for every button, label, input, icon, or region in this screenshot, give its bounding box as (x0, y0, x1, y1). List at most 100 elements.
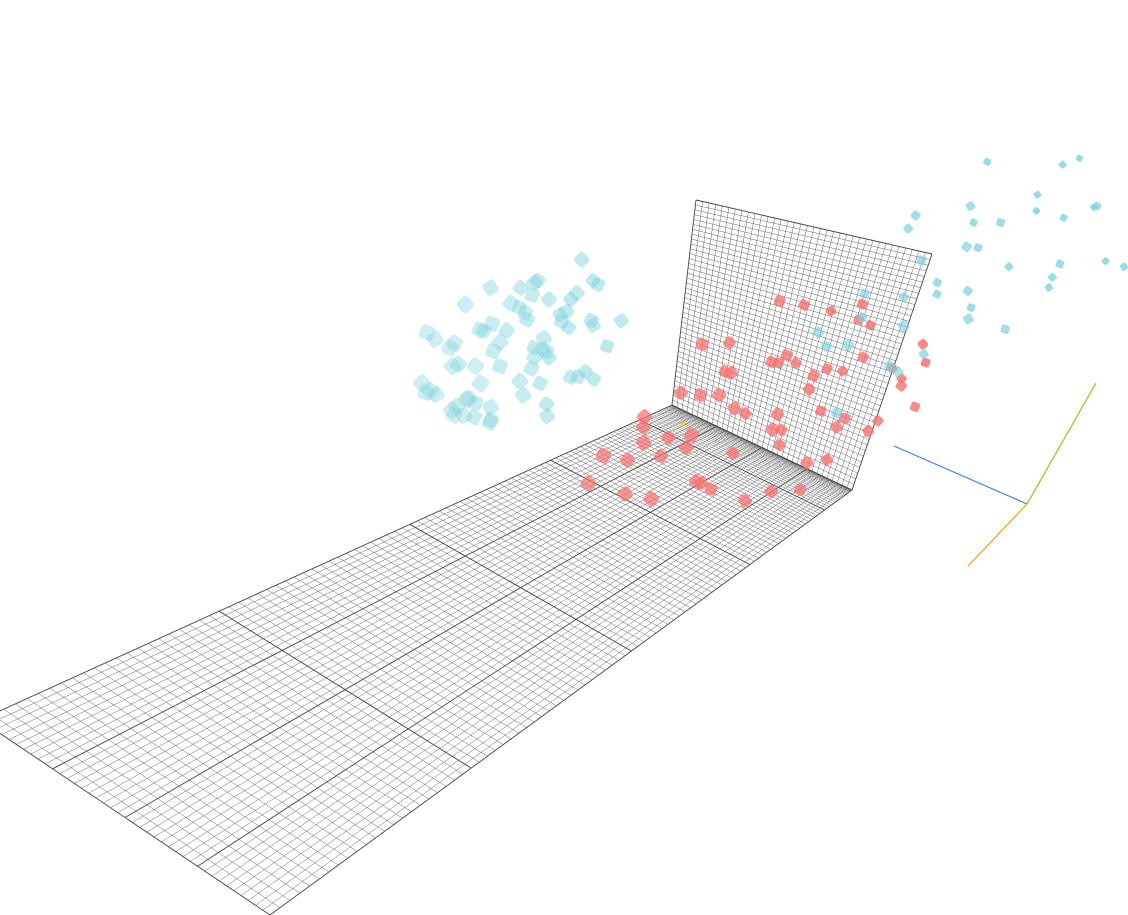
data-point-series-1 (773, 295, 786, 308)
data-point-series-2 (966, 303, 976, 312)
floor-grid-line (311, 568, 550, 712)
data-point-series-2 (563, 291, 579, 307)
data-point-series-2 (471, 374, 490, 392)
wall-grid-line (682, 312, 889, 384)
gizmo-x-axis (893, 445, 1028, 505)
axes-gizmo[interactable] (893, 382, 1097, 567)
floor-grid-line (124, 447, 763, 818)
data-point-series-1 (865, 319, 876, 331)
floor-grid-line (346, 553, 579, 691)
data-point-series-2 (482, 279, 499, 296)
wall-grid-line (683, 307, 891, 378)
floor-grid-line (146, 453, 776, 833)
floor-grid-line (539, 464, 742, 572)
floor-grid-line (492, 486, 702, 601)
data-point-series-2 (932, 277, 943, 288)
data-point-series-2 (515, 387, 532, 404)
data-point-series-2 (1092, 201, 1102, 211)
data-point-series-2 (996, 217, 1006, 228)
floor-grid-line (158, 638, 421, 806)
wall-grid-line (677, 355, 872, 435)
data-point-series-2 (891, 365, 904, 378)
data-point-series-1 (674, 385, 688, 400)
floor-grid-line (570, 450, 767, 553)
data-point-series-2 (449, 355, 467, 373)
floor-grid-line (257, 593, 504, 745)
floor-grid-line (52, 425, 718, 770)
data-point-series-2 (446, 334, 464, 352)
floor-grid-line (667, 406, 849, 494)
data-point-series-1 (661, 430, 676, 445)
floor-grid-line (247, 597, 496, 751)
data-point-series-1 (724, 365, 739, 380)
data-point-series-2 (443, 357, 462, 376)
floor-grid-line (505, 480, 712, 593)
floor-grid-line (560, 455, 759, 559)
data-point-series-2 (426, 330, 444, 348)
wall-grid-line (693, 224, 923, 283)
data-point-series-2 (969, 218, 978, 227)
data-point-series-1 (820, 453, 834, 466)
floor-grid-line (473, 495, 686, 613)
data-point-series-2 (856, 312, 868, 323)
data-point-series-2 (483, 315, 500, 332)
data-points (412, 154, 1128, 508)
floor-grid-line (30, 419, 704, 755)
floor-grid-line (499, 483, 707, 597)
floor-grid-line (284, 580, 527, 728)
floor-grid-line (190, 466, 803, 862)
data-point-series-1 (770, 407, 785, 422)
data-point-series-2 (1075, 154, 1084, 162)
floor-grid-line (627, 425, 815, 518)
floor-grid-line (479, 492, 691, 608)
data-point-series-1 (726, 446, 740, 460)
data-point-series-2 (1101, 257, 1110, 266)
data-point-series-2 (1004, 262, 1014, 272)
data-point-series-1 (895, 380, 907, 392)
data-point-series-2 (466, 409, 483, 426)
floor-grid-line (45, 423, 713, 765)
data-point-series-2 (540, 291, 557, 308)
floor-grid-line (38, 693, 320, 880)
floor-grid-line (670, 405, 851, 492)
data-point-series-2 (585, 272, 601, 288)
data-point-series-2 (1044, 283, 1054, 292)
data-point-series-2 (526, 349, 543, 366)
data-point-series-2 (492, 358, 508, 375)
data-point-series-1 (711, 387, 727, 403)
data-point-series-2 (918, 349, 929, 360)
data-point-series-2 (1055, 259, 1065, 269)
data-point-series-1 (693, 388, 708, 402)
floor-grid-line (669, 406, 850, 492)
floor-grid-line (116, 657, 385, 832)
data-point-series-2 (534, 340, 551, 357)
wall-grid-line (690, 243, 915, 305)
floor-grid-line (670, 405, 851, 492)
floor-grid-line (459, 501, 674, 621)
data-point-series-2 (456, 295, 475, 314)
floor-grid-line (15, 703, 300, 894)
floor-grid-line (72, 677, 348, 859)
data-point-series-1 (695, 337, 709, 351)
floor-grid-line (23, 417, 700, 750)
floor-grid-line (233, 479, 830, 891)
floor-grid-line (161, 457, 785, 843)
data-point-series-2 (831, 406, 843, 419)
floor-grid-line (49, 688, 329, 873)
wall-grid-line (683, 302, 893, 373)
data-point-series-1 (821, 363, 833, 375)
origin-marker (681, 422, 685, 426)
floor-grid-line (61, 682, 339, 866)
data-point-series-2 (962, 313, 974, 325)
floor-grid-line (1, 411, 686, 735)
floor-grid-line (266, 589, 512, 740)
data-point-series-2 (460, 389, 478, 407)
data-point-series-2 (541, 350, 557, 366)
floor-grid-line (0, 409, 682, 728)
data-point-series-2 (897, 319, 910, 333)
floor-grid-line (0, 732, 271, 915)
data-point-series-2 (440, 339, 459, 357)
data-point-series-2 (538, 396, 555, 412)
